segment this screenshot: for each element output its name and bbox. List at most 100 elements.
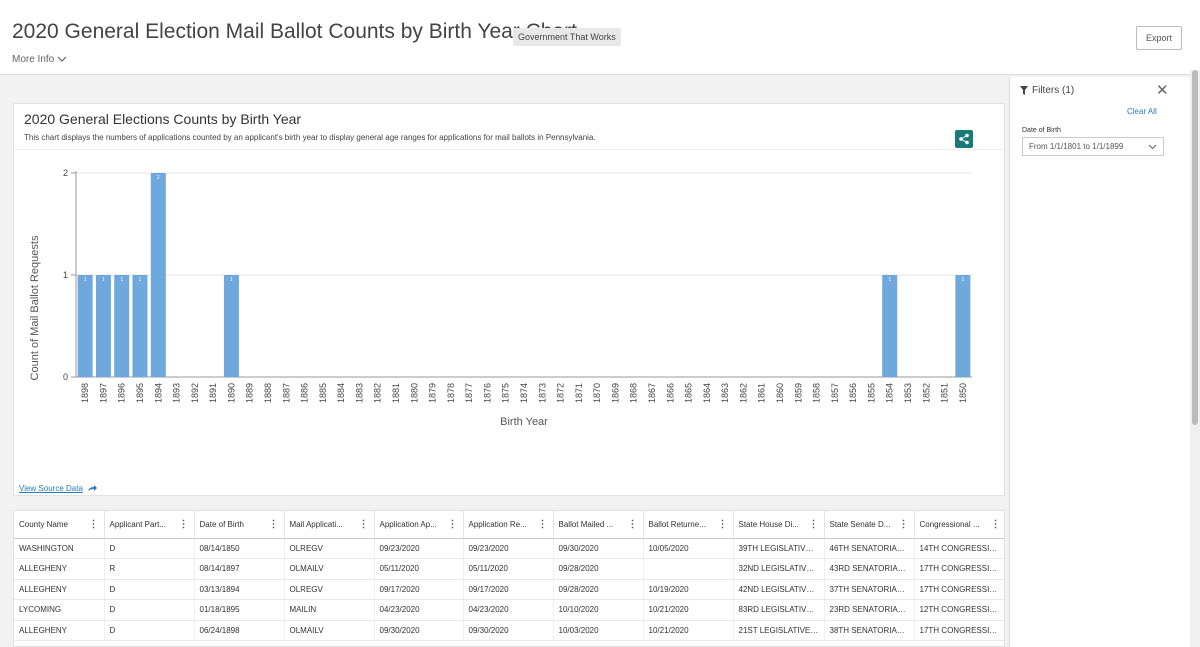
clear-all-link[interactable]: Clear All <box>1127 107 1157 116</box>
page-scrollbar[interactable] <box>1190 70 1200 647</box>
table-row[interactable]: LYCOMING D 01/18/1895 MAILIN 04/23/2020 04/23… <box>14 599 1004 621</box>
x-tick-label: 1851 <box>940 383 950 403</box>
column-header-label: Application Re... <box>468 519 527 529</box>
table-cell: 17TH CONGRESSIO... <box>914 620 1004 641</box>
column-header-label: Ballot Mailed ... <box>558 519 614 529</box>
table-cell: 42ND LEGISLATIVE ... <box>733 579 825 600</box>
bar-data-label: 1 <box>230 277 233 283</box>
table-cell: 05/11/2020 <box>374 558 464 580</box>
table-cell: 09/30/2020 <box>463 620 554 641</box>
column-menu-icon[interactable]: ⋮ <box>268 518 279 530</box>
x-tick-label: 1850 <box>958 383 968 403</box>
column-header[interactable]: Congressional ... ⋮ <box>914 511 1004 539</box>
table-row[interactable]: ALLEGHENY D 03/13/1894 OLREGV 09/17/2020 09/1… <box>14 579 1004 600</box>
view-source-data-link[interactable]: View Source Data <box>19 484 97 493</box>
y-tick-label: 2 <box>63 168 68 178</box>
x-tick-label: 1861 <box>757 383 767 403</box>
table-cell: 83RD LEGISLATIVE ... <box>733 599 825 621</box>
arrow-right-icon <box>87 485 97 491</box>
x-tick-label: 1897 <box>98 383 108 403</box>
x-tick-label: 1895 <box>135 383 145 403</box>
close-icon[interactable]: ✕ <box>1156 82 1169 99</box>
y-tick-label: 1 <box>63 270 68 280</box>
table-cell: 10/21/2020 <box>643 620 734 641</box>
bar-data-label: 1 <box>961 277 964 283</box>
x-tick-label: 1865 <box>684 383 694 403</box>
x-tick-label: 1854 <box>885 383 895 403</box>
x-tick-label: 1898 <box>80 383 90 403</box>
bar-data-label: 1 <box>102 277 105 283</box>
column-header[interactable]: Date of Birth ⋮ <box>194 511 285 539</box>
table-row[interactable]: WASHINGTON D 08/14/1850 OLREGV 09/23/2020 09/… <box>14 538 1004 559</box>
chart-card: 2020 General Elections Counts by Birth Y… <box>13 103 1006 496</box>
bar-data-label: 1 <box>888 277 891 283</box>
column-header[interactable]: State Senate D... ⋮ <box>824 511 915 539</box>
column-menu-icon[interactable]: ⋮ <box>627 518 638 530</box>
data-table: County Name ⋮ Applicant Part... ⋮ Date of Bi… <box>14 511 1004 641</box>
table-cell: 14TH CONGRESSIO... <box>914 538 1004 559</box>
table-cell: 09/23/2020 <box>374 538 464 559</box>
column-header[interactable]: Applicant Part... ⋮ <box>104 511 195 539</box>
chart-subtitle: This chart displays the numbers of appli… <box>24 133 596 142</box>
column-menu-icon[interactable]: ⋮ <box>717 518 728 530</box>
table-cell: 09/17/2020 <box>374 579 464 600</box>
column-header[interactable]: Ballot Returne... ⋮ <box>643 511 734 539</box>
x-tick-label: 1881 <box>391 383 401 403</box>
x-tick-label: 1868 <box>629 383 639 403</box>
column-menu-icon[interactable]: ⋮ <box>178 518 189 530</box>
table-cell: 46TH SENATORIAL ... <box>824 538 915 559</box>
table-cell: OLMAILV <box>284 620 375 641</box>
table-cell: OLREGV <box>284 538 375 559</box>
bar-data-label: 1 <box>139 277 142 283</box>
x-tick-label: 1884 <box>336 383 346 403</box>
column-menu-icon[interactable]: ⋮ <box>537 518 548 530</box>
column-menu-icon[interactable]: ⋮ <box>808 518 819 530</box>
table-row[interactable]: ALLEGHENY D 06/24/1898 OLMAILV 09/30/2020 09/… <box>14 620 1004 641</box>
column-menu-icon[interactable]: ⋮ <box>447 518 458 530</box>
dob-filter-value: From 1/1/1801 to 1/1/1899 <box>1029 142 1124 151</box>
category-tag[interactable]: Government That Works <box>513 28 621 46</box>
table-cell: R <box>104 558 195 580</box>
table-cell: D <box>104 538 195 559</box>
column-header[interactable]: State House Di... ⋮ <box>733 511 825 539</box>
bar <box>150 173 166 377</box>
table-cell: 17TH CONGRESSIO... <box>914 558 1004 580</box>
table-cell: 06/24/1898 <box>194 620 285 641</box>
table-cell: 04/23/2020 <box>463 599 554 621</box>
table-cell: 17TH CONGRESSIO... <box>914 579 1004 600</box>
table-cell: 09/17/2020 <box>463 579 554 600</box>
dob-filter-select[interactable]: From 1/1/1801 to 1/1/1899 <box>1022 137 1164 156</box>
scrollbar-thumb[interactable] <box>1192 70 1198 425</box>
x-tick-label: 1887 <box>281 383 291 403</box>
bar <box>882 275 898 377</box>
share-button[interactable] <box>955 130 973 148</box>
table-cell: OLMAILV <box>284 558 375 580</box>
column-header[interactable]: Application Re... ⋮ <box>463 511 554 539</box>
column-header[interactable]: Mail Applicati... ⋮ <box>284 511 375 539</box>
x-tick-label: 1892 <box>190 383 200 403</box>
column-header[interactable]: County Name ⋮ <box>14 511 105 539</box>
column-menu-icon[interactable]: ⋮ <box>88 518 99 530</box>
column-header[interactable]: Application Ap... ⋮ <box>374 511 464 539</box>
export-button[interactable]: Export <box>1136 26 1182 50</box>
table-cell: 10/10/2020 <box>553 599 644 621</box>
x-tick-label: 1883 <box>354 383 364 403</box>
table-cell: D <box>104 620 195 641</box>
table-row[interactable]: ALLEGHENY R 08/14/1897 OLMAILV 05/11/2020 05/… <box>14 558 1004 580</box>
x-tick-label: 1860 <box>775 383 785 403</box>
column-menu-icon[interactable]: ⋮ <box>898 518 909 530</box>
table-cell <box>643 558 734 580</box>
column-menu-icon[interactable]: ⋮ <box>358 518 369 530</box>
x-tick-label: 1858 <box>812 383 822 403</box>
filter-icon <box>1020 86 1028 95</box>
chart-title: 2020 General Elections Counts by Birth Y… <box>24 111 302 127</box>
y-tick-label: 0 <box>63 372 68 382</box>
column-header[interactable]: Ballot Mailed ... ⋮ <box>553 511 644 539</box>
table-cell: OLREGV <box>284 579 375 600</box>
more-info-toggle[interactable]: More Info <box>12 54 67 65</box>
column-menu-icon[interactable]: ⋮ <box>990 518 1001 530</box>
table-cell: ALLEGHENY <box>14 579 105 600</box>
x-axis-title: Birth Year <box>500 416 548 428</box>
x-tick-label: 1874 <box>519 383 529 403</box>
table-cell: 08/14/1897 <box>194 558 285 580</box>
